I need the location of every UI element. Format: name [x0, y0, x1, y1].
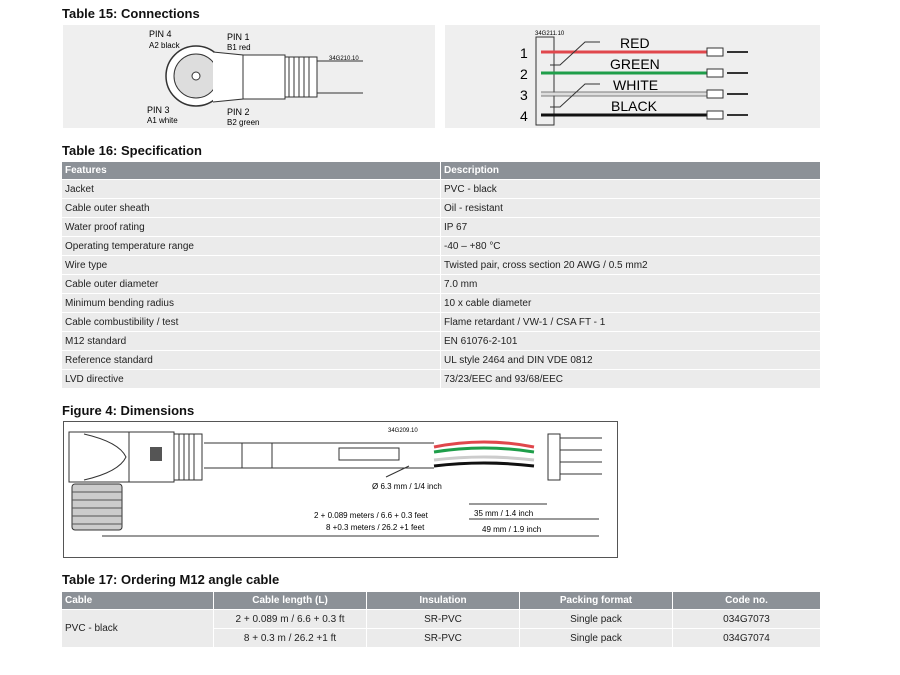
pin3-label: PIN 3: [147, 105, 170, 115]
pin1-label: PIN 1: [227, 32, 250, 42]
wire-ferrule: [706, 68, 724, 78]
spec-table: Features Description Jacket PVC - black Cab…: [62, 162, 821, 388]
description-cell: -40 – +80 °C: [440, 236, 821, 256]
dimensions-drawing: 34G209.10 Ø 6.3 mm / 1/4 inch 2 + 0.089 …: [63, 421, 618, 558]
table-row: Reference standard UL style 2464 and DIN …: [62, 350, 821, 370]
wire-label: BLACK: [611, 98, 658, 114]
figure4-title: Figure 4: Dimensions: [62, 403, 195, 418]
description-cell: PVC - black: [440, 179, 821, 199]
table17-title: Table 17: Ordering M12 angle cable: [62, 572, 280, 587]
table-row: 8 + 0.3 m / 26.2 +1 ft SR-PVC Single pack 0…: [62, 628, 821, 647]
feature-cell: LVD directive: [62, 369, 441, 388]
description-cell: UL style 2464 and DIN VDE 0812: [440, 350, 821, 370]
cable-cell: PVC - black: [62, 609, 214, 647]
wire-label: WHITE: [613, 77, 658, 93]
order-cell: Single pack: [519, 609, 673, 629]
wiring-ref: 34G211.10: [535, 31, 565, 37]
table-row: Cable outer sheath Oil - resistant: [62, 198, 821, 218]
table-row: Water proof rating IP 67: [62, 217, 821, 237]
description-cell: Flame retardant / VW-1 / CSA FT - 1: [440, 312, 821, 332]
wire-label: GREEN: [610, 56, 660, 72]
pin3-sub: A1 white: [147, 116, 178, 125]
wire-number: 3: [520, 87, 528, 103]
figure-ref: 34G209.10: [388, 428, 418, 434]
length-label-1: 2 + 0.089 meters / 6.6 + 0.3 feet: [314, 511, 429, 520]
header-length: Cable length (L): [213, 592, 367, 610]
wire-label: RED: [620, 35, 650, 51]
wiring-diagram: 34G211.10 1 RED 2 GREEN 3 WHITE 4 BLACK: [445, 25, 820, 128]
dim-35: 35 mm / 1.4 inch: [474, 509, 533, 518]
pin2-sub: B2 green: [227, 118, 259, 127]
order-cell: 034G7073: [672, 609, 821, 629]
header-code: Code no.: [672, 592, 821, 610]
table-row: Cable outer diameter 7.0 mm: [62, 274, 821, 294]
order-cell: 8 + 0.3 m / 26.2 +1 ft: [213, 628, 367, 647]
feature-cell: Reference standard: [62, 350, 441, 370]
feature-cell: Wire type: [62, 255, 441, 275]
feature-cell: Cable outer sheath: [62, 198, 441, 218]
connector-diagram: PIN 4 A2 black PIN 1 B1 red PIN 3 A1 whi…: [63, 25, 435, 128]
pin1-sub: B1 red: [227, 43, 251, 52]
table-row: LVD directive 73/23/EEC and 93/68/EEC: [62, 369, 821, 388]
table15-title: Table 15: Connections: [62, 6, 200, 21]
feature-cell: Water proof rating: [62, 217, 441, 237]
ordering-table: Cable Cable length (L) Insulation Packin…: [62, 592, 821, 647]
description-cell: IP 67: [440, 217, 821, 237]
table-row: Wire type Twisted pair, cross section 20 …: [62, 255, 821, 275]
description-cell: 7.0 mm: [440, 274, 821, 294]
feature-cell: Jacket: [62, 179, 441, 199]
header-features: Features: [62, 162, 441, 180]
table-row: Cable combustibility / test Flame retarda…: [62, 312, 821, 332]
table-row: Minimum bending radius 10 x cable diamete…: [62, 293, 821, 313]
description-cell: 73/23/EEC and 93/68/EEC: [440, 369, 821, 388]
order-cell: 2 + 0.089 m / 6.6 + 0.3 ft: [213, 609, 367, 629]
pin4-sub: A2 black: [149, 41, 181, 50]
order-cell: SR-PVC: [366, 609, 520, 629]
feature-cell: Minimum bending radius: [62, 293, 441, 313]
table-row: M12 standard EN 61076-2-101: [62, 331, 821, 351]
table-row: Operating temperature range -40 – +80 °C: [62, 236, 821, 256]
wire-ferrule: [706, 47, 724, 57]
wire-number: 4: [520, 108, 528, 124]
pin2-label: PIN 2: [227, 107, 250, 117]
description-cell: Oil - resistant: [440, 198, 821, 218]
order-cell: 034G7074: [672, 628, 821, 647]
feature-cell: Cable outer diameter: [62, 274, 441, 294]
pin4-label: PIN 4: [149, 29, 172, 39]
description-cell: 10 x cable diameter: [440, 293, 821, 313]
table-row: Jacket PVC - black: [62, 179, 821, 199]
table-row: PVC - black 2 + 0.089 m / 6.6 + 0.3 ft SR-…: [62, 609, 821, 647]
feature-cell: M12 standard: [62, 331, 441, 351]
wire-ferrule: [706, 110, 724, 120]
description-cell: Twisted pair, cross section 20 AWG / 0.5…: [440, 255, 821, 275]
wire-number: 1: [520, 45, 528, 61]
order-cell: SR-PVC: [366, 628, 520, 647]
feature-cell: Operating temperature range: [62, 236, 441, 256]
feature-cell: Cable combustibility / test: [62, 312, 441, 332]
table16-title: Table 16: Specification: [62, 143, 202, 158]
header-insulation: Insulation: [366, 592, 520, 610]
wire-ferrule: [706, 89, 724, 99]
wire-number: 2: [520, 66, 528, 82]
length-label-2: 8 +0.3 meters / 26.2 +1 feet: [326, 523, 425, 532]
description-cell: EN 61076-2-101: [440, 331, 821, 351]
dim-49: 49 mm / 1.9 inch: [482, 525, 541, 534]
diameter-label: Ø 6.3 mm / 1/4 inch: [372, 482, 442, 491]
order-cell: Single pack: [519, 628, 673, 647]
header-packing: Packing format: [519, 592, 673, 610]
drawing-ref: 34G210.10: [329, 56, 359, 62]
header-description: Description: [440, 162, 821, 180]
header-cable: Cable: [62, 592, 214, 610]
